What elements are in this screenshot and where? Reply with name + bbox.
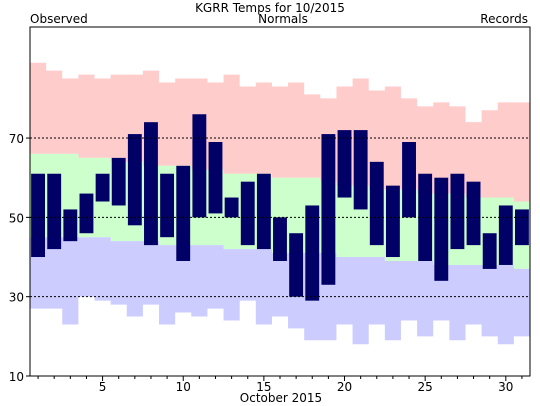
- x-axis-label: October 2015: [240, 391, 322, 405]
- observed-bar: [31, 173, 45, 258]
- observed-bar: [273, 217, 287, 261]
- x-tick-label: 5: [99, 380, 107, 394]
- observed-bar: [289, 233, 304, 297]
- observed-bar: [482, 233, 497, 269]
- observed-bar: [176, 165, 191, 261]
- observed-bar: [321, 134, 336, 285]
- observed-bar: [144, 122, 158, 246]
- observed-bar: [434, 177, 449, 281]
- observed-bar: [515, 209, 529, 246]
- observed-bars-group: [31, 114, 529, 301]
- y-tick-label: 70: [9, 132, 24, 146]
- x-tick-label: 15: [256, 380, 271, 394]
- observed-bar: [256, 173, 271, 250]
- x-tick-label: 30: [498, 380, 513, 394]
- observed-bar: [498, 205, 513, 265]
- observed-bar: [466, 181, 481, 246]
- observed-bar: [95, 173, 110, 202]
- observed-bar: [450, 173, 465, 250]
- legend-observed: Observed: [30, 12, 88, 26]
- x-tick-label: 20: [337, 380, 352, 394]
- observed-bar: [208, 142, 223, 214]
- record-low-band: [30, 237, 530, 345]
- observed-bar: [111, 157, 126, 206]
- x-tick-label: 10: [176, 380, 191, 394]
- x-tick-label: 25: [418, 380, 433, 394]
- observed-bar: [63, 209, 78, 242]
- axes-group: 10 30 50 70 5 10 15 20 25 30: [9, 132, 523, 394]
- observed-bar: [305, 205, 320, 301]
- observed-bar: [47, 173, 62, 250]
- observed-bar: [127, 134, 142, 226]
- observed-bar: [192, 114, 207, 218]
- observed-bar: [353, 130, 368, 210]
- observed-bar: [79, 193, 94, 234]
- gridlines-group: [30, 137, 530, 298]
- observed-bar: [337, 130, 352, 198]
- observed-bar: [385, 185, 400, 258]
- y-tick-label: 30: [9, 291, 24, 305]
- legend-records: Records: [480, 12, 528, 26]
- observed-bar: [160, 173, 175, 238]
- y-tick-label: 10: [9, 370, 24, 384]
- observed-bar: [224, 197, 239, 218]
- observed-bar: [240, 181, 255, 246]
- y-tick-label: 50: [9, 211, 24, 225]
- legend-normals: Normals: [258, 12, 308, 26]
- observed-bar: [402, 142, 416, 218]
- chart-title: KGRR Temps for 10/2015: [195, 1, 345, 15]
- observed-bar: [369, 161, 384, 246]
- observed-bar: [418, 173, 433, 261]
